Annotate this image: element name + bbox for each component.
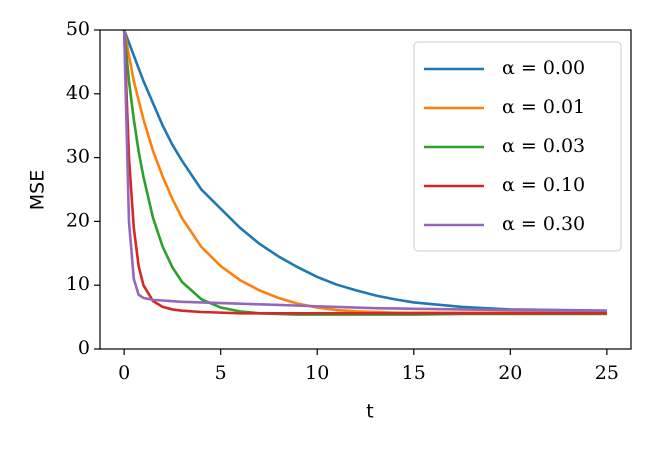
- y-axis-label: MSE: [27, 170, 49, 210]
- legend-label: α = 0.30: [502, 213, 585, 235]
- line-series: [122, 30, 607, 315]
- x-axis-label: t: [366, 401, 373, 423]
- legend-label: α = 0.10: [502, 174, 585, 196]
- x-tick-label: 20: [498, 362, 522, 384]
- legend-label: α = 0.00: [502, 57, 585, 79]
- line-series: [122, 30, 607, 313]
- x-tick-label: 15: [402, 362, 426, 384]
- y-tick-label: 40: [66, 82, 90, 104]
- plot-frame: [99, 29, 632, 350]
- y-tick-label: 0: [78, 337, 90, 359]
- y-tick-label: 30: [66, 146, 90, 168]
- line-series: [122, 30, 607, 313]
- y-tick-label: 50: [66, 18, 90, 40]
- legend-label: α = 0.03: [502, 135, 585, 157]
- legend-box: [413, 41, 622, 252]
- x-tick-label: 5: [215, 362, 227, 384]
- x-tick-label: 0: [118, 362, 130, 384]
- x-tick-label: 25: [595, 362, 619, 384]
- y-tick-label: 10: [66, 273, 90, 295]
- x-tick-label: 10: [305, 362, 329, 384]
- y-tick-label: 20: [66, 209, 90, 231]
- legend-label: α = 0.01: [502, 96, 585, 118]
